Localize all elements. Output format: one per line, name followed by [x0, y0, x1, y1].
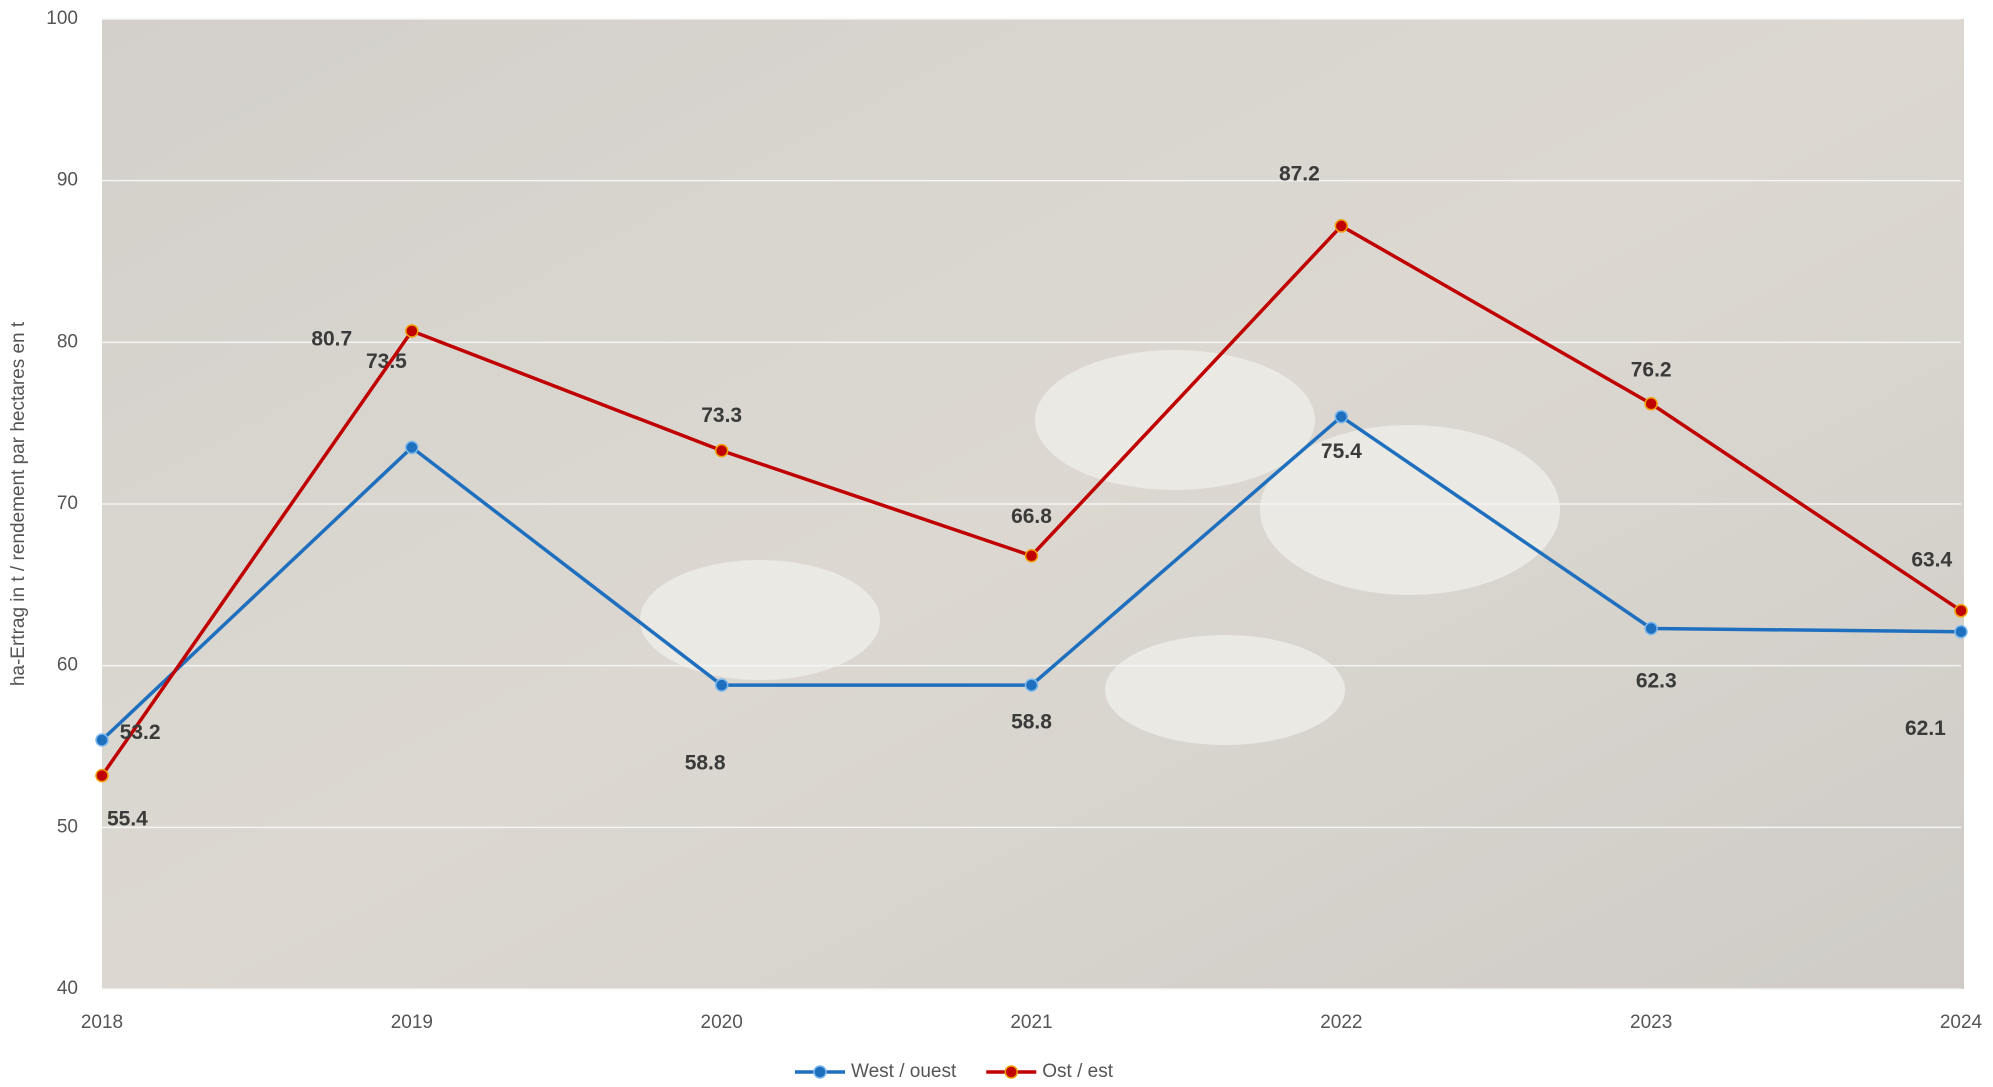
- data-label: 73.3: [701, 404, 742, 427]
- point: [1334, 409, 1349, 424]
- y-tick-label: 100: [46, 8, 78, 29]
- point: [405, 440, 419, 455]
- point: [714, 443, 729, 458]
- decor: [1105, 635, 1345, 745]
- legend-marker: [813, 1065, 827, 1079]
- point: [1644, 621, 1658, 636]
- legend-label: Ost / est: [1042, 1061, 1113, 1082]
- point: [1954, 603, 1968, 618]
- y-axis-label: ha-Ertrag in t / rendement par hectares …: [8, 321, 29, 686]
- point: [714, 678, 729, 692]
- x-tick-label: 2024: [1940, 1012, 1983, 1033]
- point: [1334, 219, 1349, 233]
- decor: [1260, 425, 1560, 595]
- x-tick-label: 2023: [1630, 1012, 1672, 1033]
- data-label: 58.8: [1011, 711, 1052, 734]
- data-label: 76.2: [1631, 358, 1672, 381]
- point: [1954, 624, 1968, 639]
- data-label: 87.2: [1279, 163, 1320, 186]
- point: [405, 324, 419, 338]
- x-tick-label: 2022: [1320, 1012, 1362, 1033]
- data-label: 58.8: [685, 751, 726, 774]
- point: [95, 733, 109, 747]
- data-label: 53.2: [120, 721, 161, 744]
- data-label: 63.4: [1911, 549, 1952, 572]
- decor: [640, 560, 880, 680]
- data-label: 55.4: [107, 808, 148, 831]
- x-tick-label: 2019: [391, 1012, 433, 1033]
- legend-marker: [1004, 1065, 1019, 1079]
- legend-label: West / ouest: [851, 1061, 957, 1082]
- data-label: 80.7: [311, 327, 352, 350]
- x-tick-label: 2018: [81, 1012, 123, 1033]
- point: [1644, 397, 1658, 411]
- data-label: 62.1: [1905, 717, 1946, 740]
- x-tick-label: 2020: [701, 1012, 743, 1033]
- x-tick-label: 2021: [1010, 1012, 1052, 1033]
- y-tick-label: 60: [57, 655, 78, 676]
- y-tick-label: 50: [57, 816, 78, 837]
- data-label: 73.5: [366, 350, 407, 373]
- decor: [1035, 350, 1315, 490]
- y-tick-label: 40: [57, 978, 78, 999]
- point: [95, 768, 109, 783]
- point: [1024, 548, 1039, 563]
- data-label: 66.8: [1011, 505, 1052, 528]
- data-label: 62.3: [1636, 669, 1677, 692]
- data-label: 75.4: [1321, 440, 1362, 463]
- y-tick-label: 90: [57, 170, 78, 191]
- y-tick-label: 70: [57, 493, 78, 514]
- point: [1024, 678, 1039, 692]
- y-tick-label: 80: [57, 331, 78, 352]
